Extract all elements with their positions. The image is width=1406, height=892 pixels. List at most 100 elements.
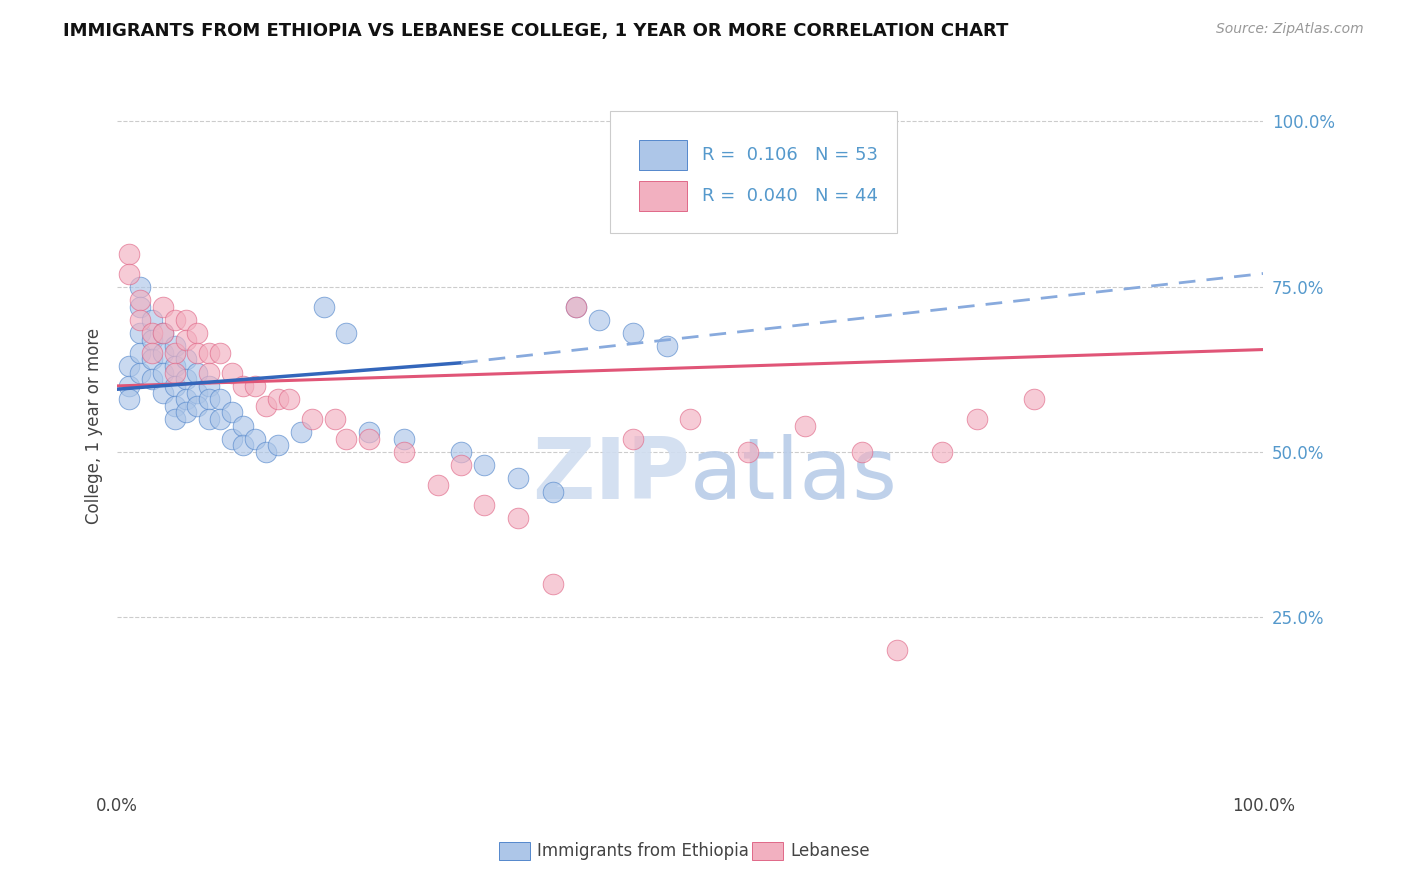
Point [129,313,152,327]
Point [198,366,221,380]
Point [118,359,141,373]
Point [472,498,495,512]
Point [174,333,197,347]
Point [129,326,152,340]
Point [541,577,564,591]
Point [152,300,174,314]
Point [152,326,174,340]
Point [737,445,759,459]
Point [209,392,232,406]
Point [209,412,232,426]
Point [141,313,163,327]
FancyBboxPatch shape [638,140,688,170]
Point [163,359,186,373]
Point [254,445,277,459]
Point [174,405,197,419]
Point [508,511,530,525]
Point [323,412,346,426]
Point [141,326,163,340]
Point [221,366,243,380]
Point [254,399,277,413]
Point [472,458,495,473]
Point [129,346,152,360]
Point [335,432,357,446]
Point [174,352,197,367]
Point [129,293,152,307]
Point [508,471,530,485]
Point [152,346,174,360]
Point [564,300,586,314]
Point [793,418,815,433]
Point [174,372,197,386]
Point [278,392,301,406]
Point [174,313,197,327]
Point [243,379,266,393]
Point [1024,392,1046,406]
Point [141,346,163,360]
FancyBboxPatch shape [638,181,688,211]
Point [221,432,243,446]
Point [657,339,679,353]
Y-axis label: College, 1 year or more: College, 1 year or more [86,327,103,524]
Point [359,425,381,440]
Point [450,445,472,459]
Text: atlas: atlas [690,434,898,517]
Text: Source: ZipAtlas.com: Source: ZipAtlas.com [1216,22,1364,37]
Point [129,279,152,293]
Point [163,346,186,360]
Point [118,267,141,281]
Point [198,379,221,393]
Text: ZIP: ZIP [533,434,690,517]
Point [118,246,141,260]
Point [392,445,415,459]
Point [450,458,472,473]
Point [163,412,186,426]
Point [541,484,564,499]
FancyBboxPatch shape [610,112,897,233]
Text: Immigrants from Ethiopia: Immigrants from Ethiopia [537,842,749,860]
Point [163,379,186,393]
Point [312,300,335,314]
Point [198,412,221,426]
Point [198,346,221,360]
Text: R =  0.106   N = 53: R = 0.106 N = 53 [702,146,877,164]
Point [290,425,312,440]
Point [129,300,152,314]
Point [163,366,186,380]
Point [931,445,953,459]
Point [427,478,450,492]
Point [851,445,873,459]
Point [221,405,243,419]
Point [232,438,254,452]
Point [266,438,288,452]
Point [118,392,141,406]
Point [621,326,644,340]
Point [301,412,323,426]
Point [186,326,208,340]
Point [679,412,702,426]
Point [141,372,163,386]
Point [588,313,610,327]
Point [392,432,415,446]
Point [186,366,208,380]
Point [174,392,197,406]
Point [186,385,208,400]
Text: R =  0.040   N = 44: R = 0.040 N = 44 [702,187,877,205]
Point [141,333,163,347]
Point [129,366,152,380]
Point [886,643,908,657]
Point [152,385,174,400]
Point [564,300,586,314]
Point [232,379,254,393]
Point [186,346,208,360]
Point [163,399,186,413]
Point [966,412,988,426]
Point [163,313,186,327]
Point [118,379,141,393]
Point [359,432,381,446]
Point [621,432,644,446]
Point [141,352,163,367]
Point [163,339,186,353]
Point [152,326,174,340]
Point [209,346,232,360]
